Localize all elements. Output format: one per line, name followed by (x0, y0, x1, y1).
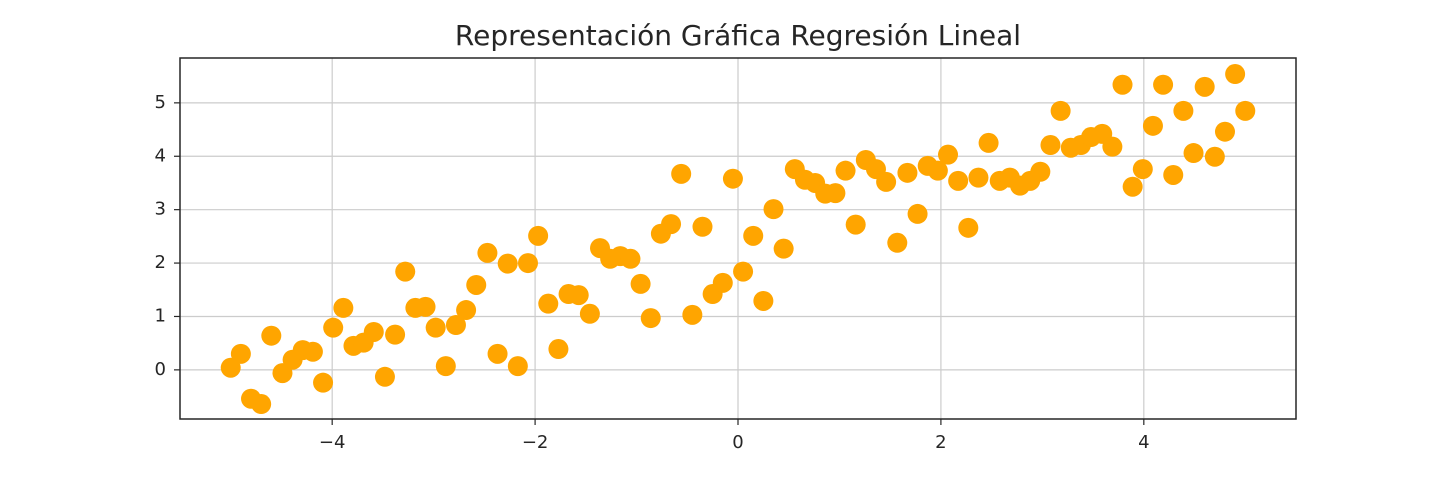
point (907, 203, 928, 224)
point (385, 324, 406, 345)
point (313, 372, 334, 393)
point (395, 261, 416, 282)
point (887, 232, 908, 253)
point (220, 357, 241, 378)
point (579, 303, 600, 324)
y-tick-label: 1 (155, 305, 166, 326)
point (261, 325, 282, 346)
point (323, 317, 344, 338)
point (302, 341, 323, 362)
point (1122, 176, 1143, 197)
y-tick-label: 2 (155, 252, 166, 273)
point (835, 160, 856, 181)
plot-frame (179, 57, 1297, 420)
point (661, 214, 682, 235)
y-tick-label: 5 (155, 92, 166, 113)
point (825, 183, 846, 204)
point (528, 225, 549, 246)
x-tick-label: 4 (1138, 432, 1149, 453)
point (548, 339, 569, 360)
point (722, 168, 743, 189)
point (1112, 74, 1133, 95)
point (363, 321, 384, 342)
point (374, 366, 395, 387)
point (897, 162, 918, 183)
point (425, 317, 446, 338)
point (1225, 64, 1246, 85)
point (445, 315, 466, 336)
point (1204, 146, 1225, 167)
point (1163, 164, 1184, 185)
point (682, 304, 703, 325)
point (1235, 100, 1256, 121)
x-tick-label: 2 (935, 432, 946, 453)
point (1132, 159, 1153, 180)
point (456, 300, 477, 321)
point (1030, 161, 1051, 182)
y-tick-label: 3 (155, 199, 166, 220)
point (251, 394, 272, 415)
point (743, 225, 764, 246)
point (876, 171, 897, 192)
point (487, 343, 508, 364)
point (538, 293, 559, 314)
point (958, 217, 979, 238)
point (753, 290, 774, 311)
point (435, 356, 456, 377)
point (1214, 121, 1235, 142)
x-tick-label: −2 (522, 432, 549, 453)
point (938, 144, 959, 165)
point (927, 160, 948, 181)
chart-title: Representación Gráfica Regresión Lineal (455, 19, 1021, 52)
point (978, 132, 999, 153)
point (620, 248, 641, 269)
y-tick-label: 0 (155, 359, 166, 380)
point (230, 343, 251, 364)
point (948, 170, 969, 191)
point (733, 261, 754, 282)
point (671, 163, 692, 184)
point (507, 356, 528, 377)
point (712, 272, 733, 293)
point (497, 253, 518, 274)
point (1142, 115, 1163, 136)
point (968, 167, 989, 188)
point (763, 199, 784, 220)
point (1050, 100, 1071, 121)
point (466, 274, 487, 295)
y-tick-label: 4 (155, 145, 166, 166)
point (517, 253, 538, 274)
point (773, 238, 794, 259)
point (1040, 135, 1061, 156)
point (845, 214, 866, 235)
point (477, 242, 498, 263)
point (415, 296, 436, 317)
point (1183, 143, 1204, 164)
x-tick-label: −4 (319, 432, 346, 453)
point (640, 308, 661, 329)
point (1153, 74, 1174, 95)
point (568, 285, 589, 306)
x-tick-label: 0 (732, 432, 743, 453)
point (1102, 136, 1123, 157)
point (333, 297, 354, 318)
point (630, 273, 651, 294)
point (1173, 100, 1194, 121)
point (1194, 76, 1215, 97)
point (692, 216, 713, 237)
